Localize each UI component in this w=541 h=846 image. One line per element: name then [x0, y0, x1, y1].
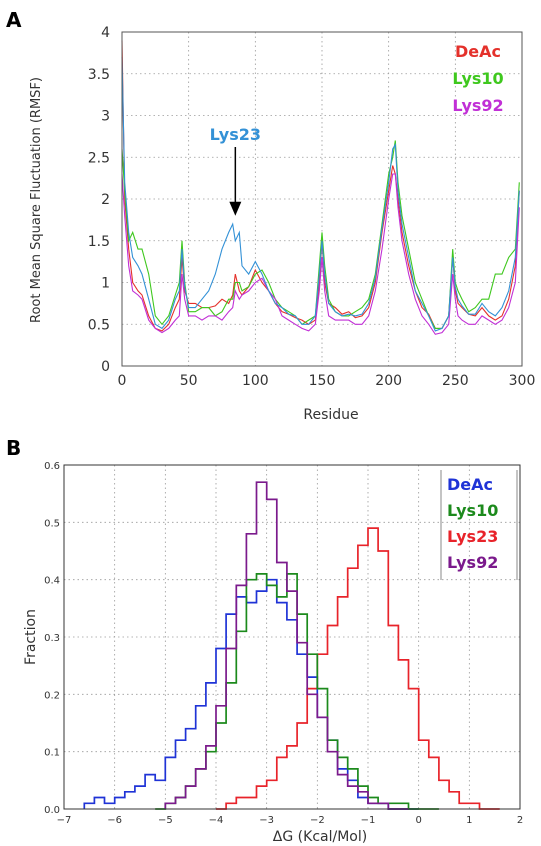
panel-a-y-tick: 0 [101, 359, 110, 375]
panel-a-y-tick: 1 [101, 276, 110, 292]
panel-b-xlabel: ΔG (Kcal/Mol) [273, 829, 367, 845]
panel-b-label: B [6, 436, 21, 460]
panel-b-x-tick: −7 [57, 815, 72, 826]
panel-a-y-tick: 2 [101, 192, 110, 208]
panel-a-x-tick: 250 [442, 373, 469, 389]
panel-a-series-lys23 [121, 57, 520, 332]
panel-b-y-tick: 0.1 [44, 748, 60, 759]
panel-b-series-deac [83, 578, 419, 810]
panel-a-y-tick: 0.5 [88, 317, 110, 333]
panel-a-y-tick: 2.5 [88, 150, 110, 166]
panel-b-x-tick: −5 [158, 815, 173, 826]
panel-a-legend-lys92: Lys92 [452, 96, 503, 115]
panel-b-x-tick: 0 [415, 815, 421, 826]
panel-b-y-tick: 0.5 [44, 518, 60, 529]
panel-a-legend-deac: DeAc [455, 42, 501, 61]
panel-b-chart: −7 −6 −5 −4 −3 −2 −1 0 1 2 0.0 0.1 0.2 0.3 0.4 0.5 0.6 De… [44, 461, 523, 826]
panel-b-y-tick: 0.2 [44, 690, 60, 701]
panel-a-x-tick: 300 [509, 373, 536, 389]
panel-a-x-tick: 150 [309, 373, 336, 389]
panel-b-x-tick: −4 [209, 815, 224, 826]
panel-a-x-tick: 50 [180, 373, 198, 389]
panel-b-x-tick: −2 [310, 815, 325, 826]
panel-a-annotation-label: Lys23 [210, 125, 261, 144]
panel-a-xlabel: Residue [303, 407, 358, 423]
panel-b-legend-deac: DeAc [447, 475, 493, 494]
panel-b-y-tick: 0.6 [44, 461, 60, 472]
panel-b-legend-lys92: Lys92 [447, 553, 498, 572]
panel-b-series-lys23 [216, 527, 500, 810]
panel-a-y-tick: 4 [101, 25, 110, 41]
panel-a-y-tick: 3.5 [88, 67, 110, 83]
panel-b-x-tick: 2 [517, 815, 523, 826]
panel-a-axes-frame [121, 31, 523, 367]
panel-b-ylabel: Fraction [23, 609, 39, 665]
panel-a-x-tick: 200 [375, 373, 402, 389]
panel-b-y-tick: 0.4 [44, 576, 60, 587]
panel-a-y-tick: 1.5 [88, 234, 110, 250]
panel-a-series-lys92 [121, 173, 520, 335]
panel-b-x-tick: 1 [466, 815, 472, 826]
panel-a-y-tick: 3 [101, 109, 110, 125]
panel-a-legend-lys10: Lys10 [452, 69, 503, 88]
panel-a-x-tick: 100 [242, 373, 269, 389]
panel-a-chart: 0 50 100 150 200 250 300 0 0.5 1 1.5 2 2.5 3 3.5 4 Lys23… [88, 25, 536, 389]
panel-b-series-lys92 [164, 481, 409, 810]
panel-b-legend-lys23: Lys23 [447, 527, 498, 546]
panel-a-series-lys10 [121, 140, 520, 329]
panel-a-ylabel: Root Mean Square Fluctuation (RMSF) [29, 77, 44, 323]
panel-a-x-tick: 0 [118, 373, 127, 389]
panel-b-axes-frame [63, 464, 521, 810]
panel-b-legend-lys10: Lys10 [447, 501, 498, 520]
panel-b-x-tick: −3 [259, 815, 274, 826]
panel-b-x-tick: −1 [361, 815, 376, 826]
panel-a-annotation-arrowhead [229, 201, 242, 216]
panel-b-y-tick: 0.0 [44, 805, 60, 816]
panel-a-label: A [6, 8, 22, 32]
panel-b-x-tick: −6 [107, 815, 122, 826]
panel-b-y-tick: 0.3 [44, 633, 60, 644]
